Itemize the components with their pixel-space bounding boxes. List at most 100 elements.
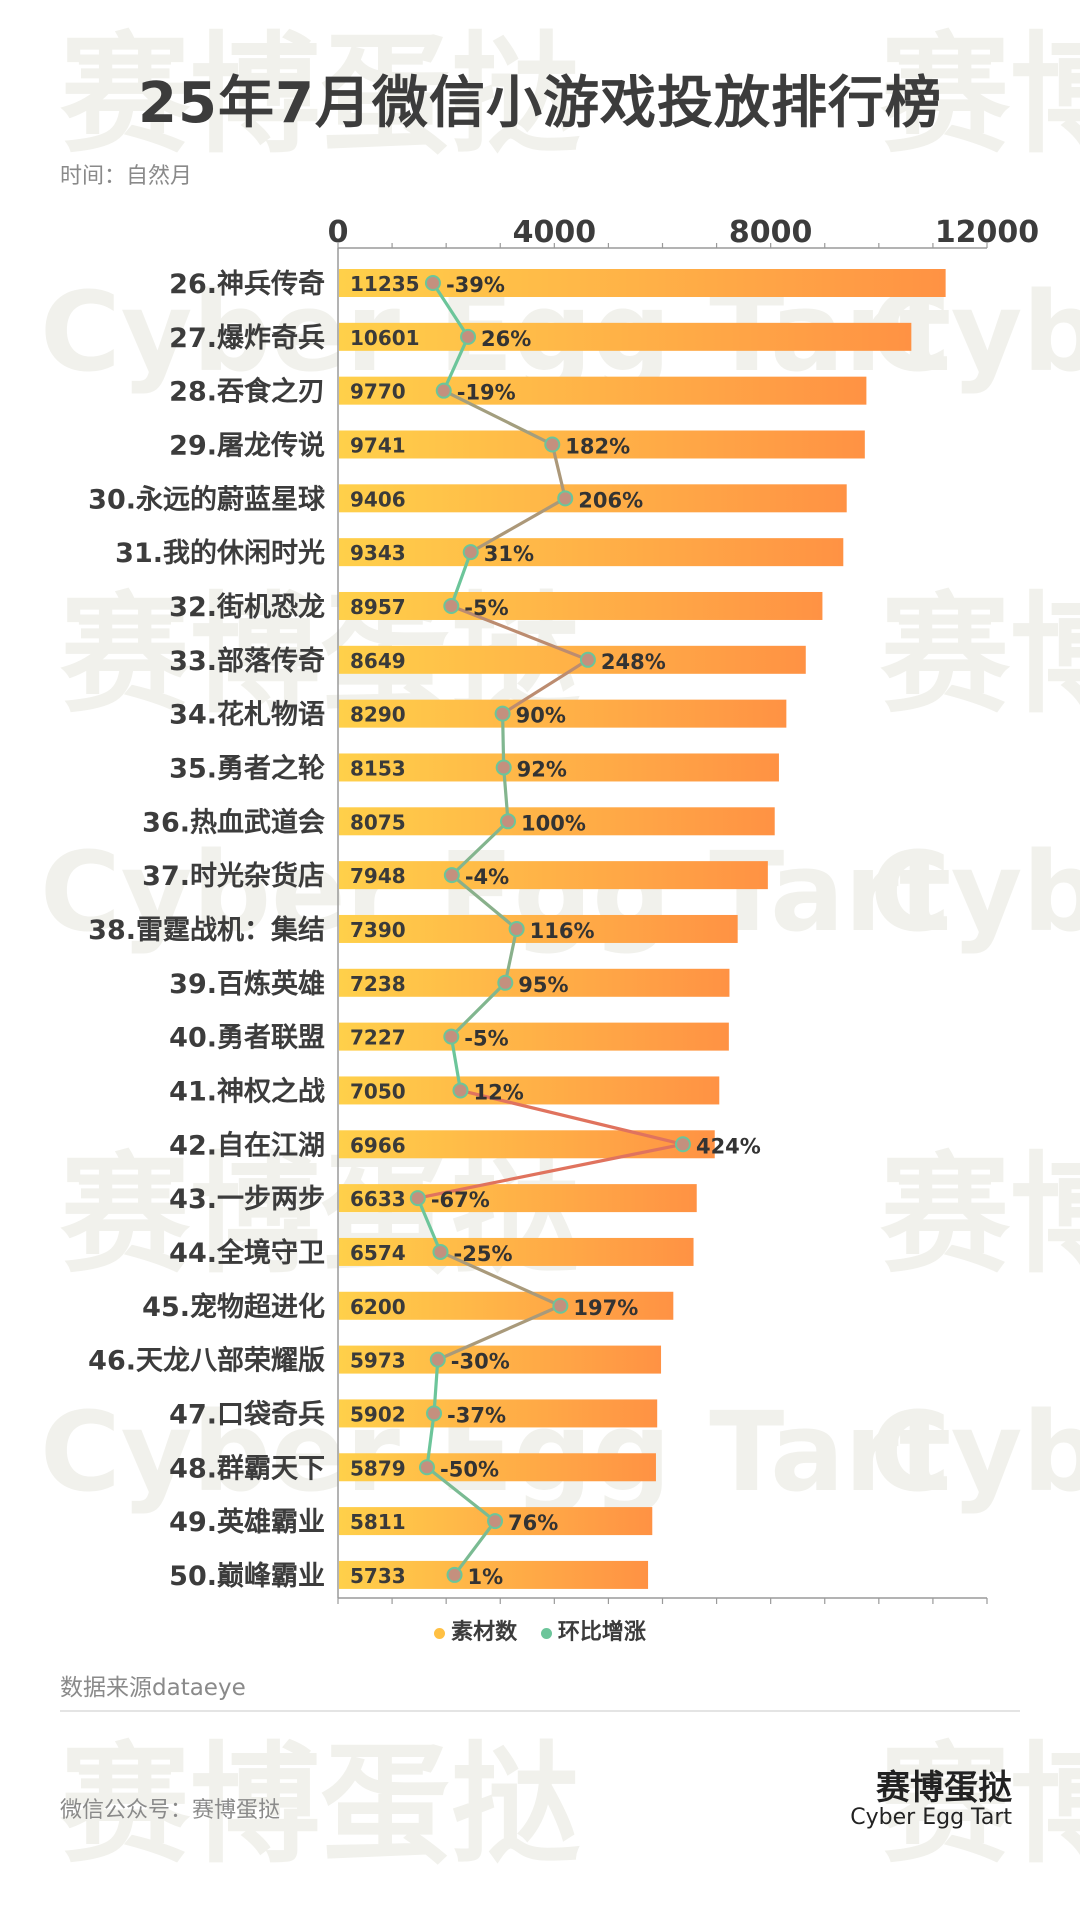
bar-value-label: 6200 [350,1295,406,1319]
legend-line-dot [540,1627,552,1639]
bar [339,914,738,943]
line-value-label: -30% [451,1350,510,1374]
bar-value-label: 6633 [350,1187,406,1211]
line-point [443,867,460,884]
line-value-label: 116% [530,919,595,943]
line-point [426,1405,443,1422]
legend: 素材数 环比增涨 [0,1614,1080,1646]
line-point [552,1297,569,1314]
bar [339,968,730,997]
line-value-label: 100% [521,811,586,835]
line-value-label: 92% [517,757,567,781]
line-value-label: -19% [457,381,516,405]
line-segment [436,1304,562,1362]
category-label: 43.一步两步 [169,1184,325,1215]
bar-value-label: 9343 [350,541,406,565]
line-point [508,920,525,937]
legend-item-line[interactable]: 环比增涨 [540,1614,646,1646]
line-value-label: 95% [518,973,568,997]
line-point [462,544,479,561]
bar-value-label: 10601 [350,326,420,350]
bar [339,1399,658,1428]
line-point [497,974,514,991]
line-point [443,1028,460,1045]
bar [339,861,768,890]
line-value-label: 182% [565,434,630,458]
bar-value-label: 8957 [350,595,406,619]
line-value-label: -5% [464,1027,508,1051]
bar [339,1237,694,1266]
bar [339,699,787,728]
category-label: 27.爆炸奇兵 [169,323,325,354]
bar [339,1184,697,1213]
line-value-label: 76% [508,1511,558,1535]
bar [339,1453,656,1482]
line-segment [458,1088,685,1146]
line-segment [450,819,510,877]
line-segment [432,1357,440,1416]
category-label: 45.宠物超进化 [142,1291,325,1323]
line-segment [425,1411,436,1469]
category-label: 44.全境守卫 [169,1237,325,1269]
bar [339,322,912,351]
brand-name-cn: 赛博蛋挞 [876,1768,1012,1808]
category-label: 48.群霸天下 [169,1453,325,1484]
category-label: 49.英雄霸业 [169,1507,325,1538]
line-point [435,382,452,399]
category-label: 41.神权之战 [169,1075,325,1107]
line-segment [503,927,519,985]
bar-value-label: 7390 [350,918,406,942]
line-value-label: 248% [601,650,666,674]
category-label: 46.天龙八部荣耀版 [88,1345,325,1377]
line-value-label: 206% [578,488,643,512]
line-value-label: -39% [446,273,505,297]
bar-value-label: 11235 [350,272,420,296]
line-point [429,1351,446,1368]
category-label: 29.屠龙传说 [169,430,325,461]
line-value-label: 31% [484,542,534,566]
category-label: 28.吞食之刃 [169,376,325,408]
line-point [544,436,561,453]
category-label: 33.部落传奇 [169,645,325,677]
line-segment [438,1250,562,1308]
bar [339,538,844,567]
line-segment [449,1035,463,1093]
line-point [460,328,477,345]
category-label: 37.时光杂货店 [142,860,325,892]
category-label: 26.神兵传奇 [169,269,325,300]
line-segment [550,442,567,500]
line-point [452,1082,469,1099]
line-segment [431,281,470,339]
bar [339,484,847,513]
x-tick-label: 4000 [513,215,597,250]
bar [339,1022,729,1051]
bar-value-label: 7227 [350,1026,406,1050]
bar [339,753,779,782]
category-label: 32.街机恐龙 [169,592,325,623]
category-label: 50.巅峰霸业 [169,1561,325,1592]
line-segment [425,1465,497,1523]
x-tick-label: 8000 [729,215,813,250]
legend-item-bars[interactable]: 素材数 [434,1614,517,1646]
bar [339,807,775,836]
category-label: 40.勇者联盟 [169,1023,325,1054]
bar-value-label: 8290 [350,703,406,727]
line-segment [442,389,554,447]
line-segment [449,604,590,662]
bar [339,1130,715,1159]
bar-value-label: 8649 [350,649,406,673]
brand-name-en: Cyber Egg Tart [850,1805,1012,1830]
line-value-label: 424% [696,1134,761,1158]
line-point [500,813,516,830]
category-label: 30.永远的蔚蓝星球 [88,483,326,515]
line-segment [502,765,510,823]
legend-line-label: 环比增涨 [557,1620,646,1645]
line-point [495,759,512,776]
legend-bar-label: 素材数 [451,1620,518,1645]
bar-value-label: 9770 [350,380,406,404]
line-point [419,1459,435,1476]
chart-subtitle: 时间：自然月 [60,164,193,189]
category-label: 31.我的休闲时光 [115,537,325,569]
line-segment [450,873,519,931]
